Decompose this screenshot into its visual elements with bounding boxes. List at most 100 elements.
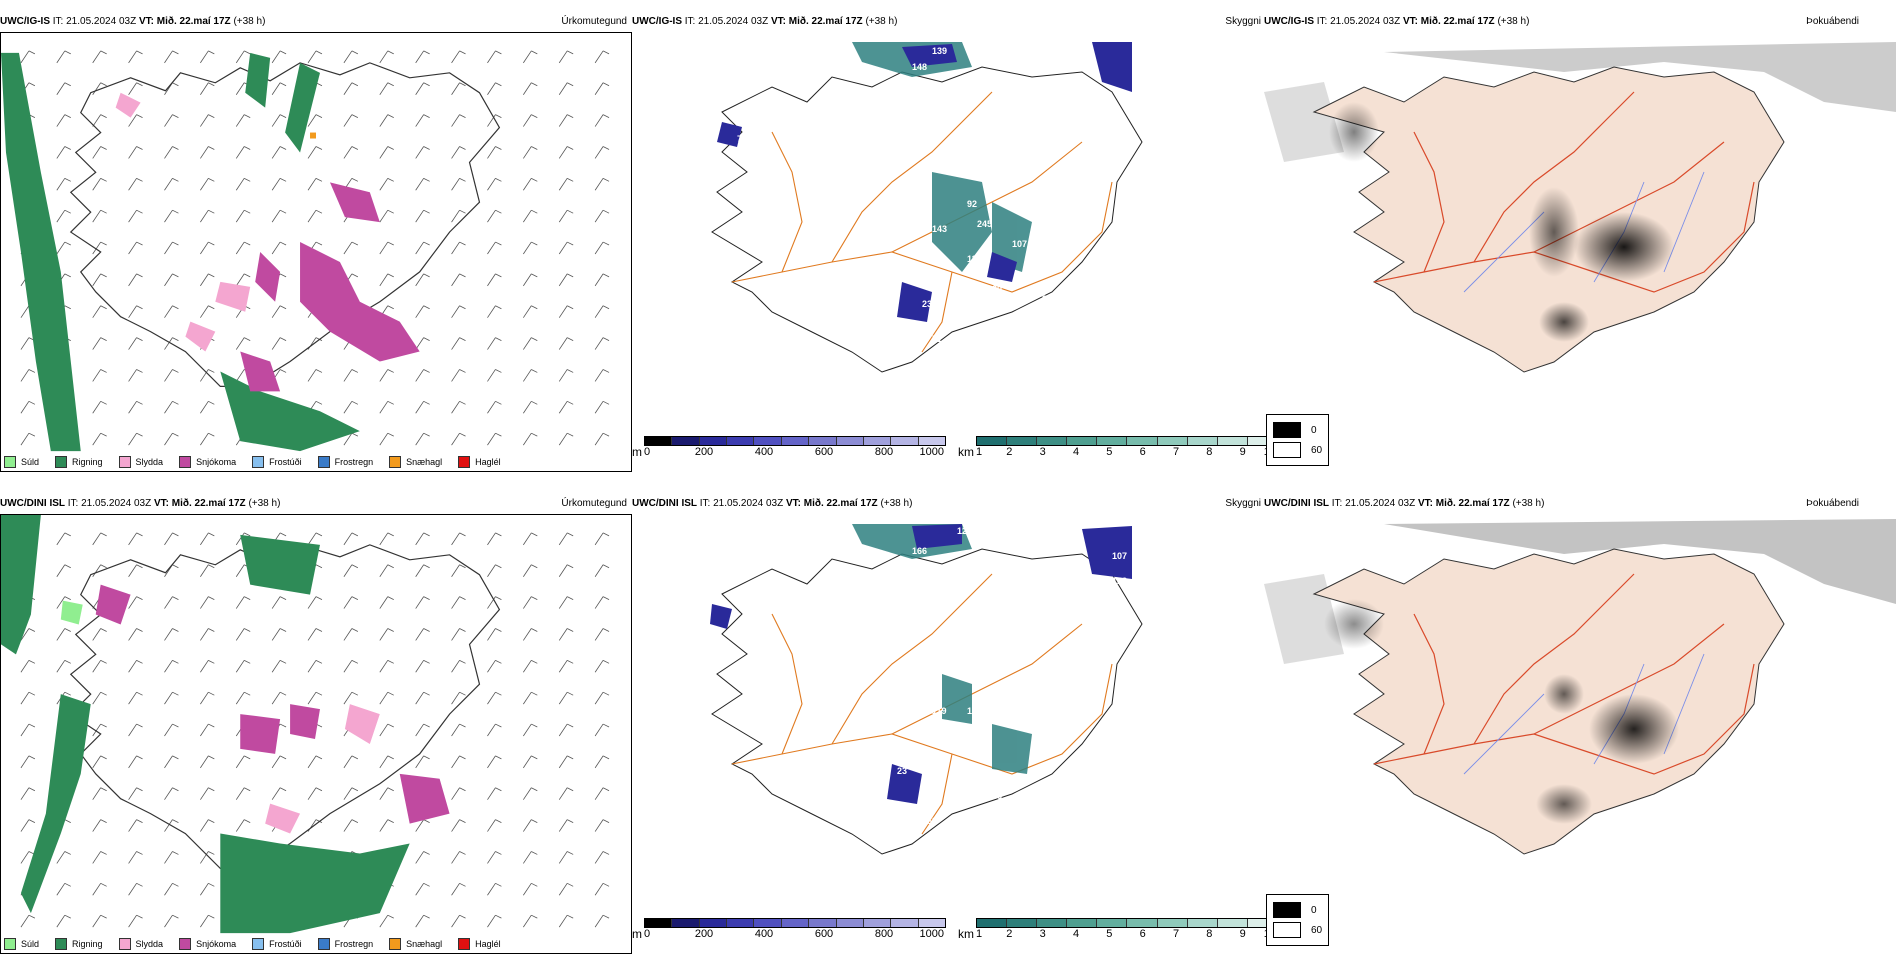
colorbar-cell — [1007, 437, 1038, 445]
wind-barb — [128, 114, 143, 127]
wind-barb — [451, 596, 466, 609]
colorbar-tick: 7 — [1172, 446, 1180, 458]
vis-value-label: 245 — [977, 219, 992, 229]
wind-barb — [343, 241, 359, 255]
wind-barb — [20, 914, 36, 928]
wind-barb — [558, 659, 574, 673]
wind-barb — [415, 337, 430, 350]
vis-value-label: 118 — [967, 706, 982, 716]
wind-barb — [451, 369, 466, 382]
colorbar-cell — [1187, 919, 1218, 927]
wind-barb — [594, 659, 610, 673]
precip-legend-item: Haglél — [458, 938, 501, 950]
wind-barb — [523, 819, 538, 832]
colorbar-cell — [1037, 919, 1068, 927]
wind-barb — [128, 241, 143, 255]
wind-barb — [487, 691, 502, 705]
wind-barb — [523, 400, 538, 414]
vis-value-label: 119 — [932, 706, 947, 716]
vis-value-label: 75 — [1082, 42, 1092, 52]
ceiling-unit: m — [632, 927, 642, 941]
wind-barb — [594, 564, 610, 577]
wind-barb — [415, 432, 430, 446]
wind-barb — [594, 146, 610, 159]
wind-barb — [594, 882, 610, 896]
visibility-unit: km — [958, 927, 974, 941]
wind-barb — [164, 432, 179, 446]
wind-barb — [200, 82, 215, 95]
wind-barb — [379, 659, 394, 673]
wind-barb — [307, 691, 323, 705]
wind-barb — [92, 400, 107, 414]
wind-barb — [451, 819, 466, 832]
vis-value-label: 143 — [932, 224, 947, 234]
colorbar-cell — [809, 919, 837, 927]
precip-legend-item: Slydda — [118, 938, 164, 950]
wind-barb — [558, 819, 574, 832]
wind-barb — [271, 82, 287, 95]
colorbar-cell — [1097, 919, 1128, 927]
wind-barb — [558, 691, 574, 705]
wind-barb — [343, 659, 359, 673]
colorbar-cell — [754, 919, 782, 927]
vis-value-label: 107 — [1012, 239, 1027, 249]
wind-barb — [343, 564, 359, 577]
wind-barb — [558, 337, 574, 350]
wind-barb — [128, 177, 143, 191]
ceiling-ticks: 0 200 400 600 800 1000 — [644, 928, 944, 940]
wind-barb — [200, 723, 215, 737]
wind-barb — [235, 628, 251, 641]
wind-barb — [200, 819, 215, 832]
ceiling-color-cells — [644, 918, 946, 928]
wind-barb — [558, 596, 574, 609]
vis-value-label: 107 — [1112, 551, 1127, 561]
wind-barb — [200, 914, 215, 928]
precip-legend-item: Slydda — [118, 456, 163, 468]
legend-swatch — [179, 456, 192, 468]
wind-barb — [558, 755, 574, 769]
wind-barb — [594, 400, 610, 414]
wind-barb — [523, 177, 538, 191]
wind-barb — [56, 596, 71, 609]
wind-barb — [56, 146, 71, 159]
colorbar-tick: 8 — [1206, 928, 1213, 940]
wind-barb — [487, 50, 502, 64]
legend-label: Slydda — [135, 939, 164, 949]
wind-barb — [20, 659, 36, 673]
colorbar-tick: 200 — [694, 928, 714, 940]
colorbar-cell — [1127, 919, 1158, 927]
wind-barb — [164, 114, 179, 127]
legend-label: Snjókoma — [196, 939, 237, 949]
wind-barb — [164, 337, 179, 350]
wind-barb — [271, 146, 287, 159]
wind-barb — [164, 882, 179, 896]
precip-legend-item: Frostregn — [317, 456, 373, 468]
wind-barb — [451, 146, 466, 159]
visibility-ticks: 12345678910 — [976, 928, 1276, 940]
precip-map — [0, 514, 632, 954]
wind-barb — [558, 400, 574, 414]
wind-barb — [379, 241, 394, 255]
wind-barb — [271, 209, 287, 223]
wind-barb — [128, 432, 143, 446]
wind-barb — [128, 851, 143, 864]
wind-barb — [92, 882, 107, 896]
wind-barb — [164, 146, 179, 159]
wind-barb — [594, 723, 610, 737]
precip-legend-item: Frostregn — [317, 938, 373, 950]
panel-title: UWC/IG-IS IT: 21.05.2024 03Z VT: Mið. 22… — [1264, 16, 1530, 27]
colorbar-tick: 600 — [814, 446, 834, 458]
wind-barb — [92, 209, 107, 223]
wind-barb — [92, 787, 107, 800]
colorbar-cell — [891, 437, 919, 445]
precip-legend-item: Snæhagl — [389, 456, 442, 468]
wind-barb — [343, 691, 359, 705]
wind-barb — [235, 532, 251, 546]
wind-barb — [487, 337, 502, 350]
panel-type-label: Þokuábendi — [1805, 16, 1860, 27]
fog-legend: 0 60 — [1266, 894, 1330, 946]
vis-value-label: 30 — [722, 706, 732, 716]
wind-barb — [487, 209, 502, 223]
wind-barb — [343, 114, 359, 127]
wind-barb — [415, 819, 430, 832]
